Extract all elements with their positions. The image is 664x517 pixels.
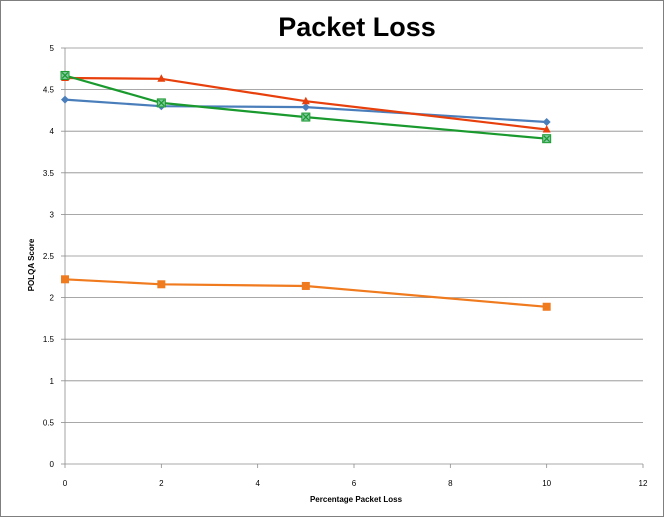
gridlines xyxy=(65,47,643,423)
data-point-series-4 xyxy=(542,302,551,311)
data-point-series-2 xyxy=(542,125,551,133)
x-tick-labels: 0 2 4 6 8 10 12 xyxy=(63,479,648,488)
data-point-series-4 xyxy=(301,281,310,290)
y-axis-label: POLQA Score xyxy=(27,238,36,291)
data-point-series-3 xyxy=(542,134,552,144)
data-point-series-2 xyxy=(157,74,166,82)
x-tick-label: 0 xyxy=(63,479,68,488)
x-tick-label: 8 xyxy=(448,479,453,488)
y-tick-label: 1 xyxy=(50,377,55,386)
x-tick-label: 12 xyxy=(639,479,648,488)
data-point-series-3 xyxy=(301,112,311,122)
data-point-series-1 xyxy=(301,103,310,112)
y-tick-label: 4.5 xyxy=(43,86,55,95)
data-point-series-3 xyxy=(60,70,70,80)
y-tick-label: 2 xyxy=(50,294,55,303)
y-tick-label: 0.5 xyxy=(43,418,55,427)
x-axis-label: Percentage Packet Loss xyxy=(310,495,403,504)
data-point-series-3 xyxy=(156,98,166,108)
x-tick-label: 6 xyxy=(352,479,357,488)
data-point-series-2 xyxy=(301,96,310,105)
marker-cross xyxy=(302,113,310,121)
marker-cross xyxy=(157,99,165,107)
series-lines xyxy=(64,74,547,308)
y-tick-label: 5 xyxy=(50,44,55,53)
marker-cross xyxy=(543,135,551,143)
y-tick-label: 0 xyxy=(50,460,55,469)
y-tick-label: 3 xyxy=(50,210,55,219)
y-tick-labels: 0 0.5 1 1.5 2 2.5 3 3.5 4 4.5 5 xyxy=(43,44,55,469)
data-point-series-1 xyxy=(542,118,551,127)
x-tick-label: 2 xyxy=(159,479,164,488)
y-tick-label: 2.5 xyxy=(43,252,55,261)
data-point-series-1 xyxy=(61,95,69,104)
series-line-4 xyxy=(64,278,547,308)
series-line-2 xyxy=(64,76,547,131)
series-markers xyxy=(60,70,552,311)
marker-cross xyxy=(61,72,69,79)
series-line-3 xyxy=(64,74,547,140)
x-tick-label: 10 xyxy=(542,479,551,488)
y-tick-label: 1.5 xyxy=(43,335,55,344)
x-tick-label: 4 xyxy=(255,479,260,488)
y-tick-label: 4 xyxy=(50,127,55,136)
y-tick-label: 3.5 xyxy=(43,169,55,178)
data-point-series-4 xyxy=(61,275,69,284)
chart-title: Packet Loss xyxy=(278,12,436,42)
axes xyxy=(61,47,644,468)
data-point-series-4 xyxy=(157,280,166,289)
